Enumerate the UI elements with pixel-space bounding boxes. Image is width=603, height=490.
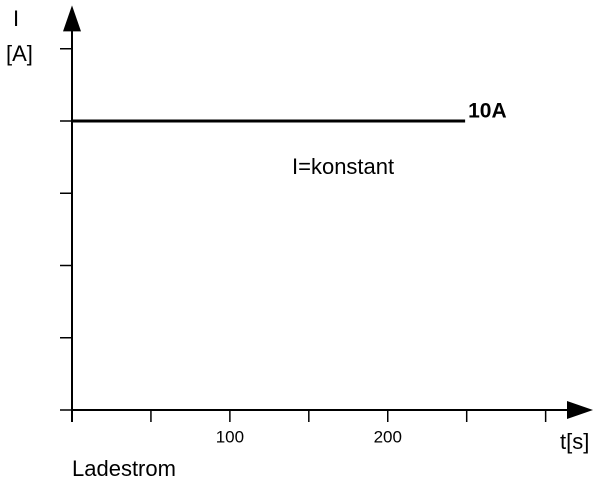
x-axis-label: t[s] — [560, 429, 589, 454]
x-tick-label: 100 — [216, 427, 244, 446]
y-axis-label: I — [13, 6, 19, 31]
chart-title: Ladestrom — [72, 456, 176, 481]
y-axis-arrow — [63, 5, 81, 32]
annotation: I=konstant — [292, 154, 394, 179]
y-axis-unit: [A] — [6, 41, 33, 66]
line-end-label: 10A — [468, 100, 507, 123]
x-axis-arrow — [567, 401, 593, 419]
x-tick-label: 200 — [374, 427, 402, 446]
